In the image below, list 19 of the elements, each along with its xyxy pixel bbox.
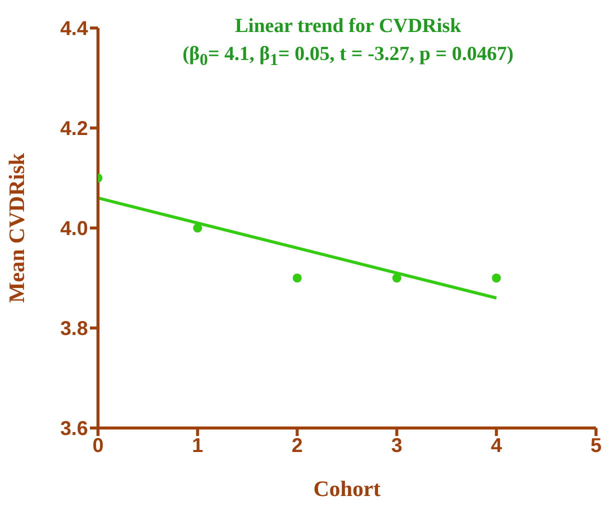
y-tick-label: 3.8 xyxy=(60,318,88,340)
x-axis-title: Cohort xyxy=(313,476,382,501)
x-tick-label: 2 xyxy=(292,435,303,458)
y-tick-label: 3.6 xyxy=(60,418,88,440)
point xyxy=(492,273,501,283)
x-tick-label: 1 xyxy=(192,435,204,458)
y-axis-title: Mean CVDRisk xyxy=(4,152,29,303)
point xyxy=(392,273,402,283)
text: (β$_{0}$= 4.1, β$_{1}$= 0.05, t = -3.27, p = 0.0467) xyxy=(181,42,515,71)
x-tick-label: 5 xyxy=(590,435,602,458)
y-tick-label: 4.0 xyxy=(60,218,88,240)
x-tick-label: 3 xyxy=(391,435,402,458)
point xyxy=(193,223,202,233)
y-tick-label: 4.2 xyxy=(60,118,88,140)
point xyxy=(292,273,302,283)
y-tick-label: 4.4 xyxy=(60,18,89,40)
x-tick-label: 0 xyxy=(92,435,104,458)
x-tick-label: 4 xyxy=(490,435,503,458)
chart-title: Linear trend for CVDRisk xyxy=(234,14,462,39)
